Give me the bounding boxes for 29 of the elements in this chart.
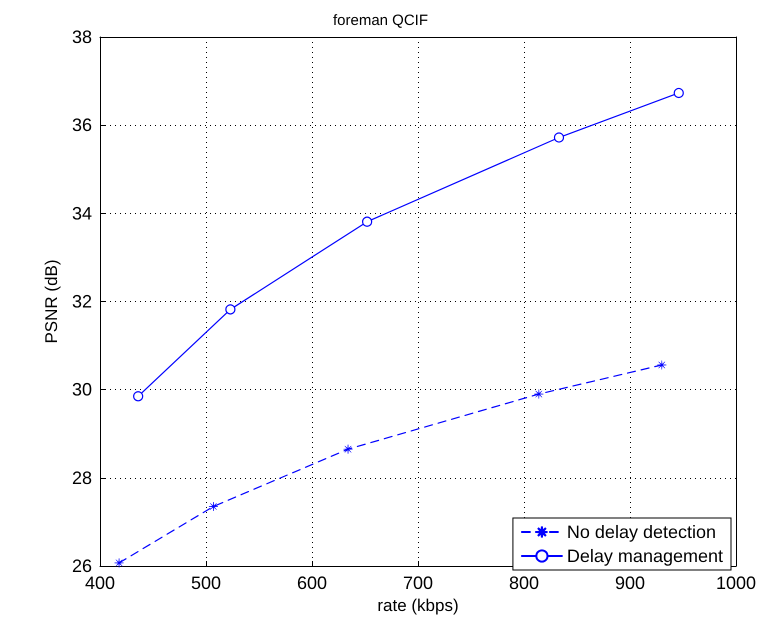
x-tick-label: 900 (614, 573, 646, 593)
point (674, 88, 684, 98)
x-tick-label: 500 (190, 573, 222, 593)
legend-label: Delay management (566, 546, 724, 566)
point (133, 391, 144, 402)
y-tick-label: 30 (72, 380, 92, 400)
x-tick-label: 700 (402, 573, 434, 593)
x-axis-title: rate (kbps) (377, 596, 459, 615)
point (657, 360, 667, 370)
point (554, 132, 564, 143)
y-tick-label: 36 (72, 115, 92, 136)
point (114, 558, 124, 568)
point (343, 444, 353, 454)
y-tick-label: 38 (72, 27, 92, 47)
x-tick-label: 600 (296, 573, 328, 593)
y-tick-label: 34 (72, 203, 92, 224)
x-tick-label: 400 (84, 573, 116, 593)
point (225, 304, 236, 315)
legend-label: No delay detection (566, 522, 716, 542)
point (208, 502, 218, 512)
x-tick-label: 800 (508, 573, 540, 593)
point (362, 216, 372, 227)
x-tick-label: 1000 (716, 573, 756, 593)
y-tick-label: 32 (72, 292, 92, 312)
point (534, 389, 544, 399)
y-tick-label: 28 (72, 468, 92, 488)
y-axis-title: PSNR (dB) (42, 259, 61, 344)
chart-title: foreman QCIF (332, 12, 428, 29)
y-tick-label: 26 (72, 556, 92, 576)
